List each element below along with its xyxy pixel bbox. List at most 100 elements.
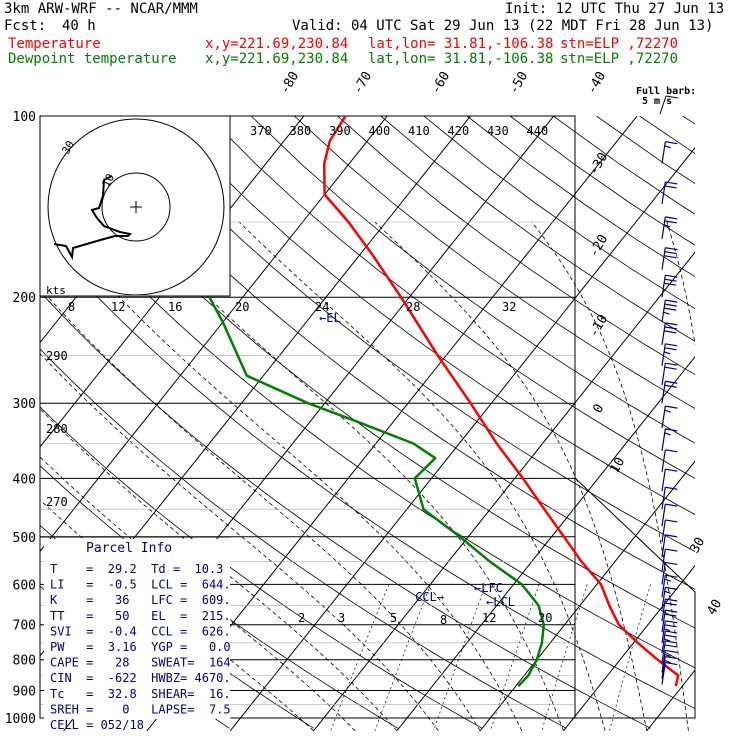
wind-barb (661, 343, 678, 366)
mixing-ratio-low-label: 12 (482, 611, 496, 625)
isotherm-label: -60 (428, 69, 453, 97)
barb-legend-barb (665, 95, 679, 99)
parcel-info-row: LI = -0.5 LCL = 644. (50, 578, 231, 592)
wind-barb-full (665, 322, 678, 326)
pressure-tick-label: 300 (13, 397, 36, 412)
pressure-tick-label: 500 (13, 531, 36, 546)
barb-frame-edge (574, 477, 696, 719)
dry-adiabat-line (250, 116, 695, 444)
wind-barb (661, 630, 678, 654)
hodograph-units: kts (46, 284, 66, 297)
legend-temperature-stn: stn=ELP ,72270 (560, 36, 679, 52)
wind-barb-full (664, 278, 677, 282)
wind-barb-staff (661, 363, 666, 386)
parcel-level-annotation: ←LCL (486, 595, 515, 609)
wind-barb-full (664, 613, 677, 617)
wind-barb-full (664, 366, 677, 370)
wind-barb-full (665, 649, 678, 654)
wind-barb (661, 574, 678, 598)
wind-barb-half (664, 432, 671, 436)
wind-barb-staff (661, 650, 666, 673)
wind-barb-half (664, 653, 671, 657)
wind-barb-full (665, 586, 678, 590)
isotherm-label: 30 (687, 535, 708, 556)
wind-barb (661, 486, 678, 510)
wind-barb-full (665, 299, 678, 303)
legend-temperature-latlon: lat,lon= 31.81,-106.38 (368, 36, 554, 52)
wind-barb-full (665, 486, 678, 490)
dry-adiabat-line (40, 234, 695, 709)
wind-barb (661, 620, 678, 643)
isotherm-line (646, 669, 695, 732)
wind-barb-staff (661, 300, 666, 323)
wind-barb-staff (661, 181, 666, 205)
isotherm-label: -70 (350, 69, 375, 97)
wind-barb-staff (661, 381, 666, 404)
dry-adiabat-line (509, 116, 695, 246)
dry-adiabat-line (466, 116, 695, 278)
parcel-info-row: CAPE = 28 SWEAT= 164 (50, 656, 231, 670)
theta-e-label: 380 (290, 124, 312, 138)
wind-barb (661, 247, 678, 270)
wind-barb (661, 322, 678, 345)
wind-barb-staff (661, 630, 666, 654)
dry-adiabat-label: 280 (46, 422, 68, 436)
wind-barb-half (664, 659, 671, 664)
wind-barb-full (665, 519, 678, 523)
theta-e-label: 440 (527, 124, 549, 138)
parcel-info-row: CELL = 052/18 (50, 718, 144, 732)
dry-adiabat-line (682, 116, 695, 125)
isotherm-label: 40 (704, 597, 725, 618)
wind-barb-full (665, 630, 678, 634)
dry-adiabat-line (596, 116, 695, 185)
dry-adiabat-line (78, 116, 695, 590)
wind-barb-full (664, 255, 677, 259)
wind-barb-staff (661, 428, 666, 451)
mixing-ratio-label: 28 (406, 300, 420, 314)
wind-barb-full (664, 644, 677, 648)
hodograph-ring-inner (101, 172, 171, 242)
wind-barb (661, 274, 678, 298)
mixing-ratio-line (374, 584, 431, 731)
wind-barb-full (665, 181, 678, 185)
wind-barb-staff (661, 275, 666, 298)
pressure-tick-label: 1000 (5, 712, 36, 727)
wind-barb-full (665, 216, 678, 220)
valid-time: Valid: 04 UTC Sat 29 Jun 13 (22 MDT Fri … (292, 18, 714, 34)
wind-barb-full (665, 449, 678, 453)
legend-dewpoint-name: Dewpoint temperature (8, 51, 177, 67)
isotherm-label: -80 (277, 69, 302, 97)
dry-adiabat-line (121, 116, 695, 552)
parcel-level-annotation: CCL→ (415, 590, 444, 604)
wind-barb-full (665, 561, 678, 566)
wind-barb-half (664, 409, 671, 413)
dry-adiabat-line (40, 406, 483, 729)
wind-barb-full (665, 274, 678, 278)
wind-barb-full (665, 655, 678, 660)
barb-legend-line1: Full barb: (636, 86, 696, 97)
model-title: 3km ARW-WRF -- NCAR/MMM (4, 1, 198, 17)
wind-barb-full (664, 347, 677, 351)
parcel-info-row: PW = 3.16 YGP = 0.0 (50, 640, 231, 654)
isotherm-label: -40 (584, 69, 609, 97)
wind-barb-staff (661, 662, 666, 685)
wind-barb (661, 141, 678, 164)
isotherm-label: -50 (506, 69, 531, 97)
mixing-ratio-label: 32 (502, 300, 516, 314)
hodograph-box (39, 115, 231, 297)
forecast-label: Fcst: (4, 18, 47, 34)
wind-barb-staff (661, 610, 666, 633)
wind-barb-full (665, 468, 678, 472)
wind-barb-full (664, 384, 677, 388)
wind-barb-half (663, 351, 671, 355)
wind-barb-staff (661, 343, 666, 366)
wind-barb-full (665, 380, 678, 384)
pressure-tick-label: 700 (13, 619, 36, 634)
wind-barb (661, 649, 678, 673)
wind-barb-staff (661, 406, 666, 429)
wind-barb-half (663, 224, 671, 228)
wind-barb-full (664, 326, 677, 330)
wind-barb-full (665, 534, 678, 538)
wind-barb (661, 609, 678, 633)
wind-barb (661, 449, 678, 472)
